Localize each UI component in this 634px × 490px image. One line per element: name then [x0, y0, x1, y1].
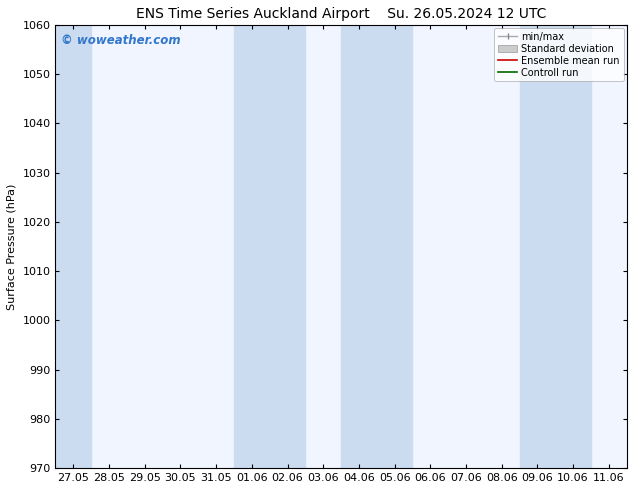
Bar [519, 25, 591, 468]
Text: © woweather.com: © woweather.com [61, 34, 181, 47]
Bar [234, 25, 306, 468]
Bar [56, 25, 91, 468]
Legend: min/max, Standard deviation, Ensemble mean run, Controll run: min/max, Standard deviation, Ensemble me… [494, 28, 624, 81]
Y-axis label: Surface Pressure (hPa): Surface Pressure (hPa) [7, 183, 17, 310]
Bar [341, 25, 413, 468]
Title: ENS Time Series Auckland Airport    Su. 26.05.2024 12 UTC: ENS Time Series Auckland Airport Su. 26.… [136, 7, 547, 21]
